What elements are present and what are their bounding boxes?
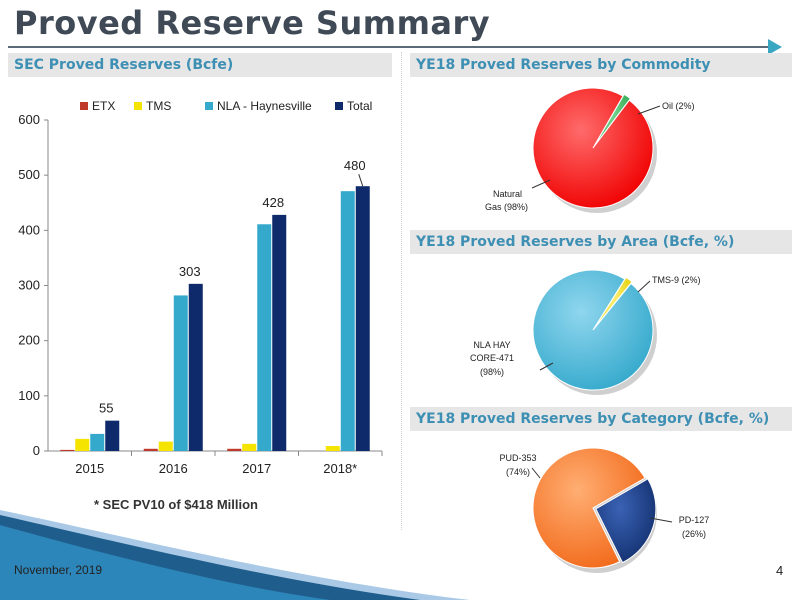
title-underline bbox=[8, 46, 768, 48]
pie-slice-pd bbox=[595, 478, 657, 564]
page-number: 4 bbox=[776, 563, 784, 578]
data-label: 55 bbox=[99, 401, 113, 416]
y-tick-label: 400 bbox=[18, 222, 40, 237]
y-tick-label: 500 bbox=[18, 167, 40, 182]
oil-slice-label: Oil (2%) bbox=[662, 101, 695, 111]
bar-tms-2015 bbox=[75, 438, 90, 451]
footer-date: November, 2019 bbox=[14, 563, 103, 577]
pud-slice-label-line2: (74%) bbox=[506, 467, 530, 477]
pie-slice-tms bbox=[593, 276, 633, 329]
bar-nla-haynesville-2016 bbox=[173, 295, 188, 451]
nla-slice-label-line1: NLA HAY bbox=[473, 340, 510, 350]
x-tick-label: 2018* bbox=[323, 461, 357, 476]
pie-slice-pud bbox=[532, 447, 646, 569]
bar-total-2018 bbox=[355, 186, 370, 451]
legend-swatch bbox=[335, 102, 343, 110]
legend-label: ETX bbox=[92, 99, 115, 113]
y-tick-label: 200 bbox=[18, 333, 40, 348]
bar-nla-haynesville-2017 bbox=[257, 224, 272, 451]
pie-slice-nla-hay-core bbox=[532, 269, 654, 391]
y-tick-label: 100 bbox=[18, 388, 40, 403]
nla-slice-label-line3: (98%) bbox=[480, 367, 504, 377]
bar-tms-2017 bbox=[242, 443, 257, 451]
commodity-pie-header: YE18 Proved Reserves by Commodity bbox=[410, 53, 792, 77]
nla-slice-label-line2: CORE-471 bbox=[470, 353, 514, 363]
bar-etx-2015 bbox=[60, 449, 75, 451]
data-label: 428 bbox=[262, 195, 284, 210]
data-label-leader bbox=[358, 174, 364, 187]
x-tick-label: 2015 bbox=[75, 461, 104, 476]
bar-nla-haynesville-2015 bbox=[90, 433, 105, 451]
bar-total-2016 bbox=[188, 283, 203, 451]
bar-nla-haynesville-2018 bbox=[340, 191, 355, 451]
pd-leader-line bbox=[649, 517, 673, 523]
bar-total-2015 bbox=[105, 420, 120, 451]
bar-chart: 0 100 200 300 400 500 600 55 2015 303 2016 428 2017 4… bbox=[18, 99, 383, 476]
y-tick-label: 0 bbox=[33, 443, 40, 458]
category-pie-header: YE18 Proved Reserves by Category (Bcfe, … bbox=[410, 407, 792, 431]
y-tick-label: 300 bbox=[18, 278, 40, 293]
commodity-pie-chart: Oil (2%) Natural Gas (98%) bbox=[485, 87, 695, 213]
gas-leader-line bbox=[531, 179, 551, 189]
bar-etx-2016 bbox=[143, 448, 158, 451]
gas-slice-label-line1: Natural bbox=[493, 189, 522, 199]
legend-swatch bbox=[134, 102, 142, 110]
pud-slice-label-line1: PUD-353 bbox=[499, 453, 536, 463]
pie-slice-natural-gas bbox=[532, 87, 654, 209]
pie-slice-oil bbox=[593, 93, 632, 147]
bar-etx-2017 bbox=[227, 448, 242, 451]
bar-chart-header: SEC Proved Reserves (Bcfe) bbox=[8, 53, 392, 77]
column-divider bbox=[401, 52, 402, 530]
legend-swatch bbox=[80, 102, 88, 110]
pv10-footnote: * SEC PV10 of $418 Million bbox=[94, 497, 258, 512]
tms-slice-label: TMS-9 (2%) bbox=[652, 275, 701, 285]
pud-leader-line bbox=[531, 467, 541, 479]
area-pie-header: YE18 Proved Reserves by Area (Bcfe, %) bbox=[410, 230, 792, 254]
bar-tms-2016 bbox=[158, 441, 173, 451]
pd-slice-label-line1: PD-127 bbox=[679, 515, 710, 525]
data-label: 480 bbox=[344, 158, 366, 173]
pd-slice-label-line2: (26%) bbox=[682, 529, 706, 539]
legend-label: NLA - Haynesville bbox=[217, 99, 312, 113]
x-tick-label: 2016 bbox=[159, 461, 188, 476]
title-arrow-icon bbox=[768, 39, 782, 55]
bar-total-2017 bbox=[272, 214, 287, 451]
nla-leader-line bbox=[539, 362, 554, 371]
legend-label: Total bbox=[347, 99, 372, 113]
oil-leader-line bbox=[637, 105, 661, 115]
bar-tms-2018 bbox=[325, 446, 340, 451]
y-tick-label: 600 bbox=[18, 112, 40, 127]
category-pie-chart: PUD-353 (74%) PD-127 (26%) bbox=[499, 447, 710, 573]
x-tick-label: 2017 bbox=[242, 461, 271, 476]
area-pie-chart: TMS-9 (2%) NLA HAY CORE-471 (98%) bbox=[470, 269, 701, 395]
legend-label: TMS bbox=[146, 99, 171, 113]
tms-leader-line bbox=[637, 280, 651, 293]
page-title: Proved Reserve Summary bbox=[14, 4, 491, 42]
data-label: 303 bbox=[179, 264, 201, 279]
legend-swatch bbox=[205, 102, 213, 110]
gas-slice-label-line2: Gas (98%) bbox=[485, 202, 528, 212]
footer-swoosh bbox=[0, 510, 470, 600]
